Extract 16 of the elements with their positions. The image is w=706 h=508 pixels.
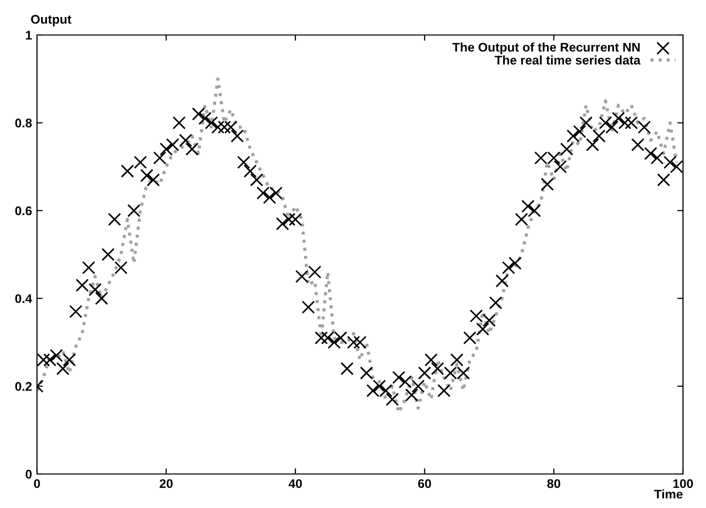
y-axis-title: Output [31,14,72,26]
x-tick-label: 40 [288,479,302,488]
x-tick-label: 0 [34,479,40,488]
y-tick-label: 0.6 [15,206,32,216]
legend-label: The real time series data [494,55,641,65]
y-tick-label: 0.8 [15,118,32,128]
x-tick-label: 20 [160,479,173,488]
y-tick-label: 0.2 [15,382,32,391]
y-tick-label: 0 [26,470,32,479]
x-tick-label: 60 [418,479,432,488]
x-tick-label: 80 [547,479,560,488]
x-tick-label: 100 [673,479,693,488]
y-tick-label: 1 [26,30,32,40]
y-tick-label: 0.4 [15,294,32,304]
legend-label: The Output of the Recurrent NN [452,42,640,54]
x-axis-title: Time [654,489,683,499]
